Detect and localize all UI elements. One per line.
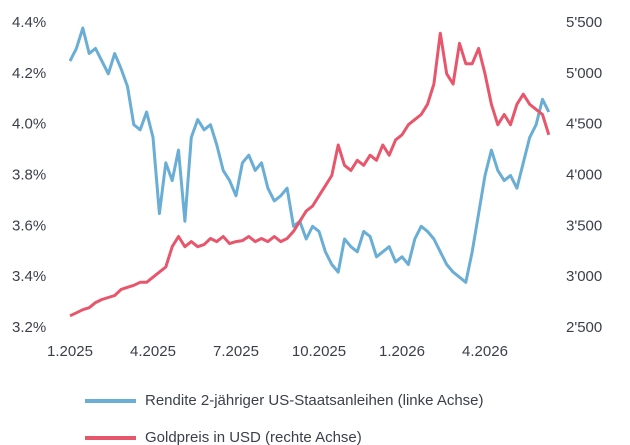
y2-tick-label: 5'000 [566,65,602,82]
series-line [68,26,551,284]
series-line [69,31,551,318]
y2-tick-label: 4'000 [566,166,602,183]
y2-tick-label: 3'000 [566,268,602,285]
y-tick-label: 3.6% [12,217,46,234]
y2-tick-label: 2'500 [566,319,602,336]
y2-tick-label: 5'500 [566,14,602,31]
x-tick-label: 4.2025 [130,343,176,360]
legend-label: Goldpreis in USD (rechte Achse) [145,429,362,445]
y-tick-label: 3.8% [12,166,46,183]
y-tick-label: 3.4% [12,268,46,285]
y2-tick-label: 4'500 [566,116,602,133]
x-tick-label: 1.2025 [47,343,93,360]
x-tick-label: 7.2025 [213,343,259,360]
y-tick-label: 4.0% [12,116,46,133]
y-tick-label: 4.2% [12,65,46,82]
y-tick-label: 3.2% [12,319,46,336]
y2-tick-label: 3'500 [566,217,602,234]
x-tick-label: 4.2026 [462,343,508,360]
x-tick-label: 10.2025 [292,343,346,360]
y-tick-label: 4.4% [12,14,46,31]
legend-label: Rendite 2-jähriger US-Staatsanleihen (li… [145,392,484,409]
x-tick-label: 1.2026 [379,343,425,360]
